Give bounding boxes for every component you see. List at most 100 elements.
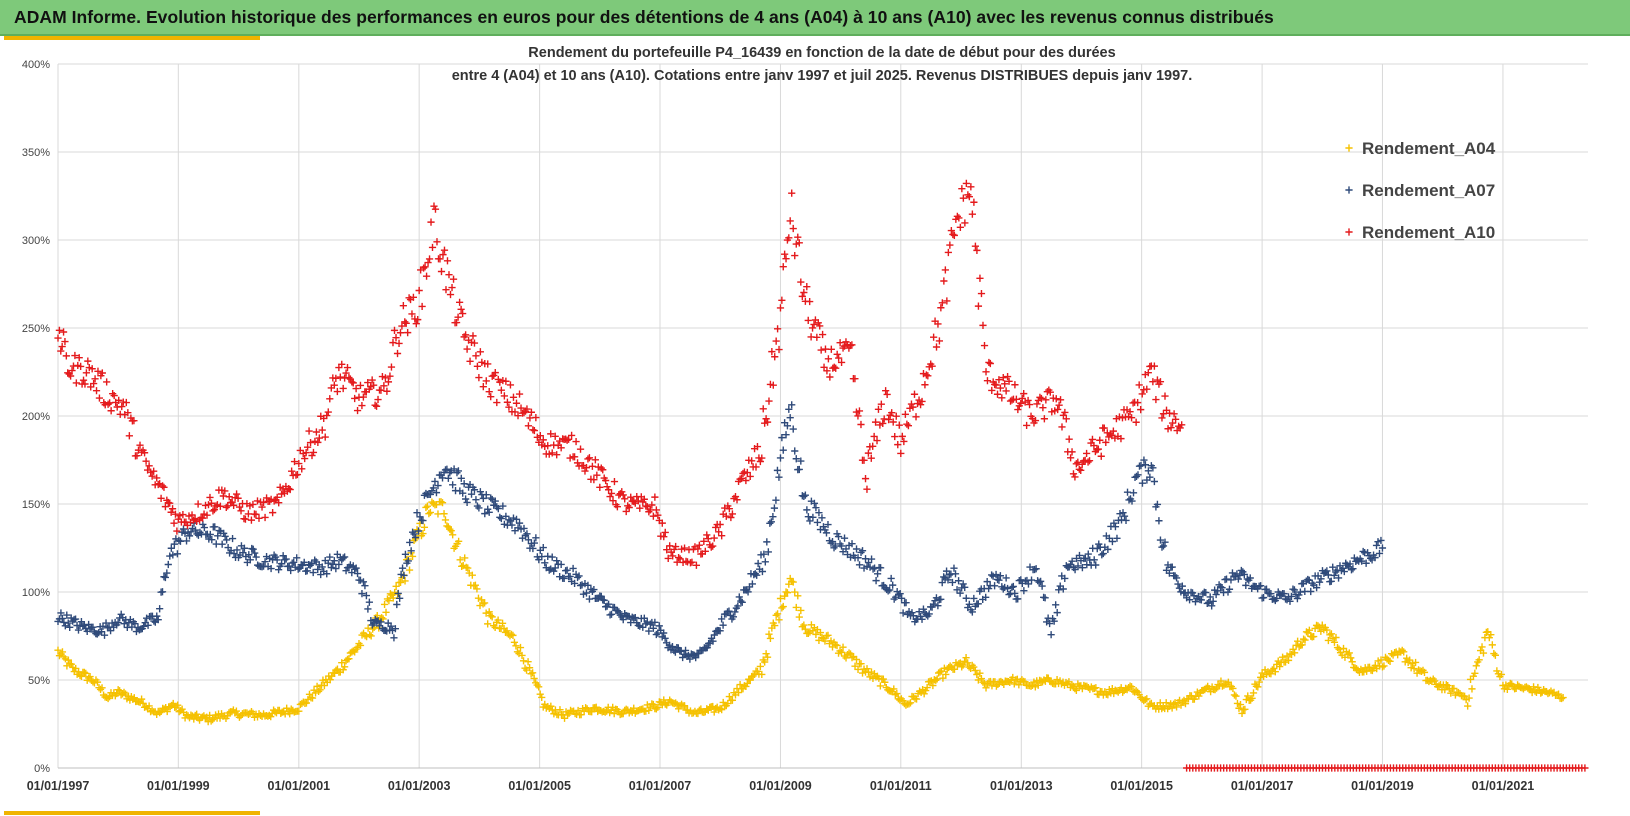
data-point <box>1377 656 1385 664</box>
data-point <box>1237 566 1245 575</box>
data-point <box>1333 643 1342 652</box>
data-point <box>828 537 837 546</box>
data-point <box>855 561 864 569</box>
data-point <box>488 613 496 621</box>
data-point <box>1301 636 1309 644</box>
data-point <box>769 513 777 521</box>
data-point <box>1324 636 1332 645</box>
data-point <box>419 516 427 525</box>
data-point <box>941 266 949 274</box>
data-point <box>1143 385 1151 393</box>
data-point <box>446 290 455 299</box>
data-point <box>156 709 164 717</box>
data-point <box>1078 564 1086 572</box>
data-point <box>270 497 278 505</box>
data-point <box>72 379 80 387</box>
data-point <box>1158 543 1166 551</box>
data-point <box>1491 651 1499 659</box>
data-point <box>716 704 724 713</box>
data-point <box>924 372 932 380</box>
data-point <box>427 218 435 226</box>
data-point <box>758 670 766 679</box>
data-point <box>82 669 90 677</box>
data-point <box>233 546 241 554</box>
data-point <box>881 678 889 686</box>
chart-title-line2: entre 4 (A04) et 10 ans (A10). Cotations… <box>452 68 1193 84</box>
data-point <box>1074 562 1082 570</box>
data-point <box>1317 575 1325 583</box>
legend-marker <box>1345 186 1353 194</box>
data-point <box>765 630 773 638</box>
accent-bar-bottom <box>4 811 260 815</box>
data-point <box>278 560 286 568</box>
data-point <box>527 408 536 416</box>
data-point <box>556 706 564 714</box>
data-point <box>273 556 281 564</box>
data-point <box>433 238 441 246</box>
data-point <box>916 401 925 409</box>
data-point <box>570 579 579 588</box>
data-point <box>813 518 822 527</box>
data-point <box>187 528 195 536</box>
data-point <box>664 554 672 562</box>
data-point <box>791 447 799 455</box>
data-point <box>232 707 241 715</box>
data-point <box>722 512 730 520</box>
data-point <box>509 393 518 401</box>
data-point <box>553 451 561 459</box>
data-point <box>1238 709 1246 718</box>
data-point <box>1055 586 1063 594</box>
data-point <box>472 352 480 360</box>
data-point <box>576 445 585 453</box>
data-point <box>867 454 875 462</box>
data-point <box>524 658 532 666</box>
data-point <box>234 494 242 502</box>
data-point <box>934 602 942 610</box>
data-point <box>434 481 442 490</box>
data-point <box>895 421 903 429</box>
data-point <box>1262 585 1271 593</box>
data-point <box>771 353 779 361</box>
data-point <box>1046 388 1054 396</box>
data-point <box>751 570 759 578</box>
accent-bar-top <box>4 36 260 40</box>
data-point <box>1218 584 1226 592</box>
data-point <box>761 558 769 566</box>
data-point <box>622 507 630 516</box>
data-point <box>1471 669 1479 677</box>
data-point <box>439 251 447 259</box>
data-point <box>1300 635 1308 643</box>
data-point <box>918 397 926 406</box>
data-point <box>429 484 438 492</box>
data-point <box>267 713 275 721</box>
data-point <box>938 299 946 307</box>
data-point <box>769 381 777 389</box>
data-point <box>401 318 409 326</box>
data-point <box>1046 619 1054 628</box>
data-point <box>919 605 928 613</box>
data-point <box>309 448 318 457</box>
data-point <box>1027 576 1036 584</box>
data-point <box>153 612 161 620</box>
data-point <box>797 278 805 286</box>
data-point <box>754 559 762 568</box>
data-point <box>767 518 775 526</box>
data-point <box>1346 560 1354 568</box>
data-point <box>983 578 991 586</box>
data-point <box>422 272 431 280</box>
data-point <box>298 465 306 473</box>
data-point <box>530 674 538 683</box>
data-point <box>928 362 936 370</box>
data-point <box>839 643 847 651</box>
data-point <box>654 511 662 519</box>
chart-title-line1: Rendement du portefeuille P4_16439 en fo… <box>528 45 1115 61</box>
data-point <box>837 358 846 366</box>
data-point <box>584 581 592 589</box>
data-point <box>497 514 505 523</box>
data-point <box>102 619 110 627</box>
data-point <box>351 565 359 573</box>
data-point <box>774 610 782 618</box>
data-point <box>1478 643 1486 651</box>
data-point <box>456 298 464 306</box>
data-point <box>833 350 841 358</box>
